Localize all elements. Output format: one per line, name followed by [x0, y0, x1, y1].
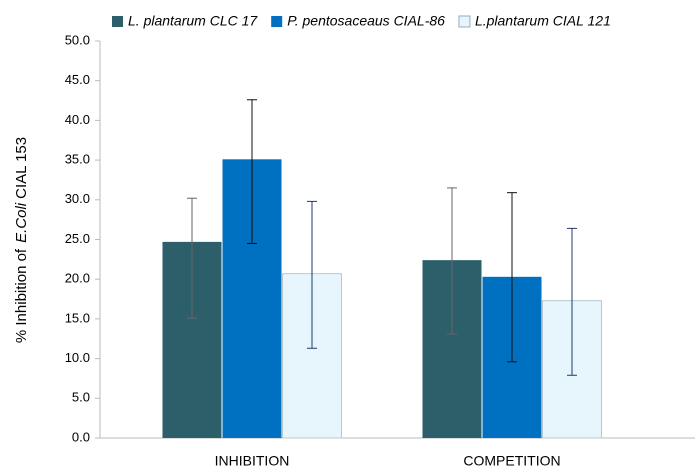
y-label-part: % Inhibition of: [13, 248, 30, 343]
y-label-part: CIAL 153: [13, 137, 30, 199]
x-tick-label: INHIBITION: [215, 453, 290, 469]
x-tick-label: COMPETITION: [463, 453, 560, 469]
legend-label: L. plantarum CLC 17: [128, 13, 258, 29]
y-label-part: E.Coli: [13, 202, 30, 243]
y-tick-label: 45.0: [65, 72, 90, 87]
legend-swatch: [271, 16, 283, 27]
y-tick-label: 30.0: [65, 191, 90, 206]
y-tick-label: 15.0: [65, 310, 90, 325]
legend-swatch: [112, 16, 123, 27]
y-tick-label: 10.0: [65, 350, 90, 365]
legend-label: L.plantarum CIAL 121: [475, 13, 611, 29]
y-tick-label: 20.0: [65, 271, 90, 286]
y-axis-label: % Inhibition of E.Coli CIAL 153: [13, 137, 30, 343]
legend-label: P. pentosaceaus CIAL-86: [287, 13, 445, 29]
y-tick-label: 25.0: [65, 231, 90, 246]
y-tick-label: 5.0: [72, 390, 90, 405]
legend-swatch: [458, 15, 471, 28]
y-tick-label: 0.0: [72, 429, 90, 444]
y-tick-label: 35.0: [65, 152, 90, 167]
y-tick-label: 40.0: [65, 112, 90, 127]
y-tick-label: 50.0: [65, 32, 90, 47]
